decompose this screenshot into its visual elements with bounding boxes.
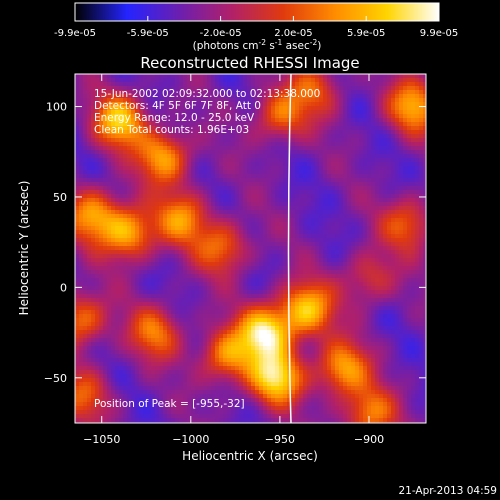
y-axis-label: Heliocentric Y (arcsec) bbox=[17, 181, 31, 316]
annotation-time-range: 15-Jun-2002 02:09:32.000 to 02:13:38.000 bbox=[94, 88, 320, 100]
colorbar-tick-label: -9.9e-05 bbox=[54, 28, 96, 39]
colorbar-tick-label: -5.9e-05 bbox=[127, 28, 169, 39]
annotation-clean: Clean Total counts: 1.96E+03 bbox=[94, 124, 249, 136]
colorbar bbox=[74, 2, 440, 22]
colorbar-ticks bbox=[74, 16, 440, 21]
y-tick-label: 100 bbox=[46, 101, 67, 114]
x-axis-ticks: −1050 −1000 −950 −900 bbox=[83, 74, 384, 446]
colorbar-tick-label: -2.0e-05 bbox=[200, 28, 242, 39]
x-tick-label: −950 bbox=[265, 433, 295, 446]
y-tick-label: −50 bbox=[44, 372, 67, 385]
colorbar-tick-label: 5.9e-05 bbox=[347, 28, 385, 39]
colorbar-tick-labels: -9.9e-05 -5.9e-05 -2.0e-05 2.0e-05 5.9e-05 9.… bbox=[54, 28, 458, 39]
chart-title: Reconstructed RHESSI Image bbox=[140, 54, 359, 72]
colorbar-tick-label: 9.9e-05 bbox=[420, 28, 458, 39]
annotation-peak: Position of Peak = [-955,-32] bbox=[94, 398, 245, 410]
y-tick-label: 0 bbox=[60, 281, 67, 294]
y-axis-ticks: −50 0 50 100 bbox=[44, 101, 426, 385]
x-axis-label: Heliocentric X (arcsec) bbox=[182, 449, 318, 463]
footer-timestamp: 21-Apr-2013 04:59 bbox=[398, 485, 497, 497]
colorbar-units: (photons cm-2 s-1 asec-2) bbox=[193, 38, 322, 52]
x-tick-label: −1000 bbox=[172, 433, 209, 446]
heatmap-image bbox=[75, 74, 426, 423]
x-tick-label: −900 bbox=[354, 433, 384, 446]
annotation-energy: Energy Range: 12.0 - 25.0 keV bbox=[94, 112, 255, 124]
solar-limb bbox=[287, 74, 292, 423]
x-tick-label: −1050 bbox=[83, 433, 120, 446]
y-tick-label: 50 bbox=[53, 191, 67, 204]
annotation-detectors: Detectors: 4F 5F 6F 7F 8F, Att 0 bbox=[94, 100, 261, 112]
plot-frame bbox=[74, 73, 427, 424]
colorbar-tick-label: 2.0e-05 bbox=[274, 28, 312, 39]
